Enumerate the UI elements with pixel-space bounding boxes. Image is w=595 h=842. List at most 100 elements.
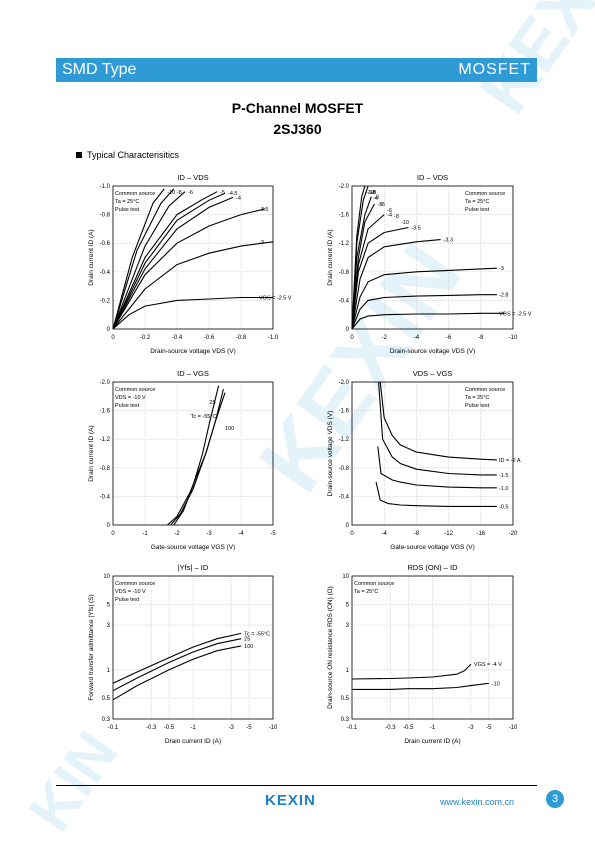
x-tick-label: -20 (509, 531, 518, 537)
y-tick-label: -1.6 (339, 409, 350, 415)
series-label: -5 (378, 202, 383, 208)
x-tick-label: -1.0 (268, 335, 279, 341)
series-label: -8 (177, 190, 182, 196)
legend-text: Common source (465, 387, 505, 393)
footer-url[interactable]: www.kexin.com.cn (440, 797, 515, 807)
series-label: -0.5 (499, 504, 508, 510)
series-line (379, 381, 497, 461)
y-axis-label: Forward transfer admittance |Yfs| (S) (88, 594, 95, 700)
series-label: -4.5 (228, 191, 237, 197)
plot-frame (112, 575, 274, 720)
x-axis-label: Drain current ID (A) (165, 738, 221, 745)
series-line (375, 481, 497, 507)
legend-text: Ta = 25°C (465, 199, 489, 205)
series-line (112, 296, 273, 330)
series-line (377, 446, 497, 489)
series-label: -4 (387, 213, 392, 219)
square-bullet-icon (76, 152, 82, 158)
y-tick-label: 0 (346, 523, 350, 529)
series-label: -2.8 (499, 293, 508, 299)
y-tick-label: -0.6 (100, 241, 111, 247)
series-label-extra: -6 (387, 208, 392, 214)
series-label: Tc = -55°C (191, 414, 217, 420)
legend-text: Pulse test (115, 207, 140, 213)
chart-title: ID – VGS (177, 369, 209, 378)
chart-title: RDS (ON) – ID (407, 563, 458, 572)
x-tick-label: -1 (142, 531, 148, 537)
y-tick-label: 10 (342, 574, 349, 580)
series-label: -5 (220, 190, 225, 196)
y-axis-label: Drain current ID (A) (88, 425, 95, 481)
x-tick-label: -8 (414, 531, 420, 537)
chart-title: ID – VDS (177, 173, 208, 182)
x-tick-label: -0.6 (204, 335, 215, 341)
x-tick-label: -2 (382, 335, 388, 341)
x-axis-label: Drain current ID (A) (404, 738, 460, 745)
series-label: -1.5 (499, 473, 508, 479)
x-tick-label: -0.2 (140, 335, 151, 341)
series-label: -3.3 (444, 238, 453, 244)
series-label: -10 (492, 681, 500, 687)
series-line (351, 185, 366, 330)
series-line (112, 241, 274, 330)
chart-5: -0.1 -0.3 -0.5 -1 -3 -5 -10 0.3 0.5 1 3 5 10 |Yfs| – … (88, 563, 278, 745)
x-tick-label: -0.8 (236, 335, 247, 341)
x-tick-label: -8 (478, 335, 484, 341)
y-axis-label: Drain current ID (A) (327, 229, 334, 285)
x-tick-label: -0.3 (146, 725, 157, 731)
x-tick-label: -4 (414, 335, 420, 341)
series-label: VGS = -4 V (474, 662, 502, 668)
y-tick-label: 0 (346, 327, 350, 333)
section-label: Typical Characterisitics (87, 150, 180, 160)
x-tick-label: 0 (111, 531, 115, 537)
series-label-extra: -4 (373, 196, 378, 202)
y-tick-label: 1 (107, 668, 111, 674)
x-tick-label: -0.3 (385, 725, 396, 731)
y-tick-label: -0.4 (100, 494, 111, 500)
y-tick-label: 10 (103, 574, 110, 580)
series-line (112, 191, 218, 330)
x-axis-label: Drain-source voltage VDS (V) (390, 348, 476, 355)
series-label: VGS = -2.5 V (499, 311, 532, 317)
series-label: 25 (209, 400, 215, 406)
y-tick-label: 3 (107, 623, 111, 629)
x-tick-label: -3 (468, 725, 474, 731)
chart-1: 0 -0.2 -0.4 -0.6 -0.8 -1.0 0 -0.2 -0.4 -0.6 -0.8 -1… (88, 173, 292, 355)
legend-text: Ta = 25°C (465, 395, 489, 401)
series-label-extra: -3.8 (366, 190, 375, 196)
series-label: -6 (374, 195, 379, 201)
section-heading: Typical Characterisitics (76, 150, 179, 160)
y-axis-label: Drain-source voltage VDS (V) (327, 411, 334, 497)
series-line (112, 191, 186, 330)
x-tick-label: -3 (228, 725, 234, 731)
page-number: 3 (546, 790, 564, 808)
x-tick-label: -10 (509, 725, 518, 731)
series-line (170, 388, 224, 526)
series-label: Tc = -55°C (244, 631, 270, 637)
x-tick-label: 0 (111, 335, 115, 341)
series-label-extra: -10 (401, 220, 409, 226)
legend-text: Pulse test (115, 403, 140, 409)
x-tick-label: -0.4 (172, 335, 183, 341)
chart-2: 0 -2 -4 -6 -8 -100-0.4-0.8-1.2-1.6-2.0ID – VD… (327, 173, 532, 355)
x-tick-label: -4 (382, 531, 388, 537)
y-tick-label: -1.2 (339, 241, 350, 247)
y-tick-label: -2.0 (100, 380, 111, 386)
legend-text: Common source (115, 191, 155, 197)
x-tick-label: -12 (444, 531, 453, 537)
y-tick-label: -2.0 (339, 380, 350, 386)
series-line (112, 632, 242, 684)
y-tick-label: -2.0 (339, 184, 350, 190)
x-axis-label: Drain-source voltage VDS (V) (150, 348, 236, 355)
series-line (351, 239, 441, 330)
y-tick-label: -0.8 (100, 466, 111, 472)
series-label: -3 (499, 266, 504, 272)
doc-title: P-Channel MOSFET (231, 100, 364, 116)
y-tick-label: -1.0 (100, 184, 111, 190)
footer-rule (56, 785, 537, 786)
series-label: -3 (259, 240, 264, 246)
y-tick-label: -1.2 (339, 437, 350, 443)
series-line (167, 392, 226, 526)
series-label: 100 (225, 426, 234, 432)
series-line (351, 312, 505, 330)
